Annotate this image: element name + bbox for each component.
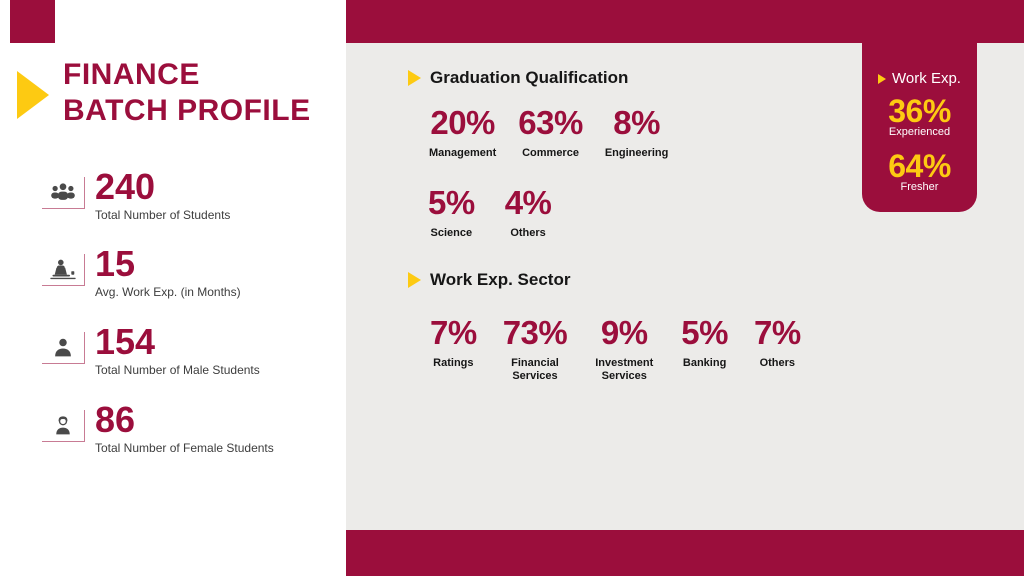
- pct-financial-services: 73% Financial Services: [502, 314, 568, 383]
- work-exp-panel: Work Exp. 36% Experienced 64% Fresher: [862, 0, 977, 212]
- graduation-percents-row2: 5% Science 4% Others: [428, 184, 552, 240]
- page-title-line2: BATCH PROFILE: [63, 94, 311, 127]
- pct-commerce: 63% Commerce: [518, 104, 583, 160]
- fresher-percent: 64%: [888, 148, 951, 184]
- section-title: Graduation Qualification: [430, 68, 629, 87]
- pct-label: Others: [510, 227, 546, 239]
- section-arrow-icon: [408, 272, 421, 288]
- graduation-percents-row1: 20% Management 63% Commerce 8% Engineeri…: [429, 104, 669, 160]
- fresher-label: Fresher: [900, 181, 939, 193]
- pct-label: Ratings: [433, 357, 474, 369]
- stat-value: 240: [95, 166, 156, 207]
- pct-banking: 5% Banking: [681, 314, 728, 370]
- graduation-section-header: Graduation Qualification: [408, 68, 628, 88]
- pct-others-sector: 7% Others: [753, 314, 801, 370]
- pct-label: Science: [430, 227, 473, 239]
- sector-section-header: Work Exp. Sector: [408, 270, 570, 290]
- pct-label: Banking: [682, 357, 727, 369]
- pct-management: 20% Management: [429, 104, 497, 160]
- experienced-percent: 36%: [888, 93, 951, 129]
- pct-investment-services: 9% Investment Services: [593, 314, 655, 383]
- pct-value: 20%: [430, 104, 495, 141]
- female-student-icon: [42, 410, 85, 442]
- page-title: FINANCE BATCH PROFILE: [63, 57, 311, 129]
- pct-label: Management: [429, 147, 497, 159]
- title-arrow-icon: [17, 71, 49, 119]
- stat-value: 15: [95, 243, 136, 284]
- pct-label: Commerce: [522, 147, 579, 159]
- work-exp-title: Work Exp.: [892, 70, 961, 87]
- stat-label: Total Number of Students: [95, 208, 231, 222]
- stat-avg-work-exp: 15 Avg. Work Exp. (in Months): [42, 243, 241, 299]
- pct-science: 5% Science: [428, 184, 475, 240]
- stat-label: Total Number of Male Students: [95, 363, 260, 377]
- sector-percents-row: 7% Ratings 73% Financial Services 9% Inv…: [430, 314, 801, 383]
- pct-others-grad: 4% Others: [504, 184, 552, 240]
- person-at-desk-icon: [42, 254, 85, 286]
- page-title-line1: FINANCE: [63, 58, 200, 91]
- pct-value: 7%: [430, 314, 477, 351]
- section-arrow-icon: [408, 70, 421, 86]
- stat-value: 86: [95, 399, 136, 440]
- corner-accent-rect: [10, 0, 55, 43]
- pct-value: 9%: [600, 314, 648, 351]
- stat-male-students: 154 Total Number of Male Students: [42, 321, 260, 377]
- section-title: Work Exp. Sector: [430, 270, 571, 289]
- stat-label: Total Number of Female Students: [95, 441, 274, 455]
- pct-value: 73%: [502, 314, 568, 351]
- pct-label: Financial Services: [511, 357, 559, 382]
- stat-total-students: 240 Total Number of Students: [42, 166, 231, 222]
- pct-engineering: 8% Engineering: [604, 104, 669, 160]
- work-exp-header: Work Exp.: [878, 70, 961, 87]
- experienced-label: Experienced: [888, 126, 951, 138]
- bottom-maroon-band: [346, 530, 1024, 576]
- pct-value: 5%: [681, 314, 728, 351]
- students-group-icon: [42, 177, 85, 209]
- pct-label: Investment Services: [595, 357, 654, 382]
- pct-value: 7%: [753, 314, 801, 351]
- pct-value: 4%: [504, 184, 552, 221]
- pct-label: Others: [759, 357, 796, 369]
- pct-value: 63%: [518, 104, 583, 141]
- pct-ratings: 7% Ratings: [430, 314, 477, 370]
- male-student-icon: [42, 332, 85, 364]
- pct-value: 5%: [428, 184, 475, 221]
- pct-label: Engineering: [604, 147, 669, 159]
- panel-arrow-icon: [878, 73, 887, 84]
- stat-female-students: 86 Total Number of Female Students: [42, 399, 274, 455]
- stat-value: 154: [95, 321, 156, 362]
- pct-value: 8%: [613, 104, 660, 141]
- stat-label: Avg. Work Exp. (in Months): [95, 285, 241, 299]
